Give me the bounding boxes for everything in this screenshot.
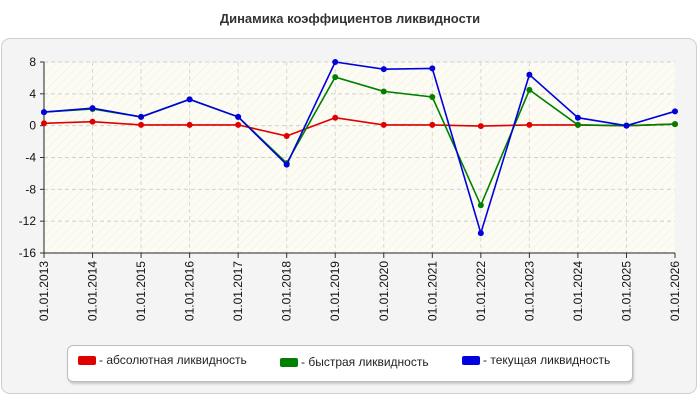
data-point — [526, 121, 533, 128]
y-tick-label: -8 — [25, 182, 36, 196]
legend: - абсолютная ликвидность - быстрая ликви… — [67, 345, 633, 382]
data-point — [429, 121, 436, 128]
legend-swatch-quick — [280, 357, 298, 367]
legend-label-quick: - быстрая ликвидность — [301, 355, 429, 369]
legend-item-absolute: - абсолютная ликвидность — [78, 352, 247, 368]
y-tick-label: 0 — [29, 119, 36, 133]
data-point — [429, 65, 436, 72]
x-tick-label: 01.01.2020 — [377, 261, 391, 321]
x-tick-label: 01.01.2014 — [86, 261, 100, 321]
data-point — [477, 202, 484, 209]
x-tick-label: 01.01.2017 — [231, 261, 245, 321]
series-line-2 — [43, 61, 676, 236]
legend-item-current: - текущая ликвидность — [462, 352, 610, 368]
legend-label-current: - текущая ликвидность — [483, 353, 611, 367]
data-point — [235, 121, 242, 128]
data-point — [574, 121, 581, 128]
x-tick-label: 01.01.2016 — [183, 261, 197, 321]
data-point — [186, 96, 193, 103]
data-point — [623, 122, 630, 129]
data-point — [574, 114, 581, 121]
data-point — [477, 230, 484, 237]
legend-label-absolute: - абсолютная ликвидность — [99, 353, 247, 367]
data-point — [89, 105, 96, 112]
x-tick-label: 01.01.2019 — [328, 261, 342, 321]
y-tick-label: -4 — [25, 151, 36, 165]
chart-title: Динамика коэффициентов ликвидности — [219, 11, 481, 26]
legend-swatch-current — [462, 355, 480, 365]
data-point — [429, 94, 436, 101]
data-point — [526, 71, 533, 78]
data-point — [477, 123, 484, 130]
data-point — [672, 108, 678, 115]
data-point — [332, 114, 339, 121]
x-tick-label: 01.01.2018 — [280, 261, 294, 321]
legend-item-quick: - быстрая ликвидность — [280, 354, 429, 370]
data-point — [138, 113, 145, 120]
data-point — [380, 66, 387, 73]
data-point — [672, 121, 678, 128]
x-tick-label: 01.01.2023 — [522, 261, 536, 321]
data-point — [332, 59, 339, 65]
data-point — [235, 113, 242, 120]
y-tick-label: -12 — [19, 214, 37, 228]
x-tick-label: 01.01.2024 — [571, 261, 585, 321]
x-tick-label: 01.01.2025 — [619, 261, 633, 321]
data-point — [138, 121, 145, 128]
data-point — [380, 88, 387, 95]
data-point — [380, 121, 387, 128]
data-point — [41, 120, 47, 127]
y-tick-label: 4 — [29, 87, 36, 101]
legend-swatch-absolute — [78, 355, 96, 365]
data-point — [89, 118, 96, 125]
x-tick-label: 01.01.2021 — [425, 261, 439, 321]
data-point — [283, 161, 290, 168]
series-line-0 — [43, 116, 676, 137]
y-tick-label: -16 — [19, 246, 37, 260]
data-point — [283, 133, 290, 140]
y-tick-label: 8 — [29, 55, 36, 69]
x-tick-label: 01.01.2022 — [474, 261, 488, 321]
data-point — [41, 109, 47, 116]
data-point — [186, 121, 193, 128]
data-point — [526, 86, 533, 93]
x-tick-label: 01.01.2015 — [134, 261, 148, 321]
x-tick-label: 01.01.2026 — [668, 261, 682, 321]
x-tick-label: 01.01.2013 — [37, 261, 51, 321]
data-point — [332, 74, 339, 81]
